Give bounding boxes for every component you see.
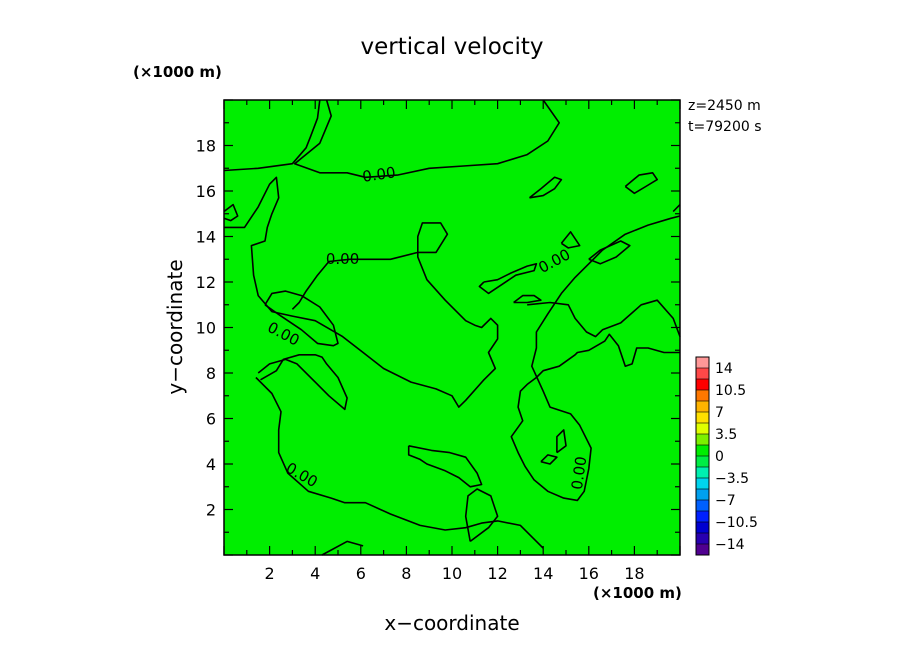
contour-line <box>529 176 563 199</box>
x-tick-label: 8 <box>401 564 411 583</box>
contour-line <box>588 240 631 265</box>
contour-label: 0.00 <box>568 455 590 491</box>
contour-line <box>510 215 681 502</box>
plot-area <box>224 100 680 555</box>
colorbar-legend: 14 10.5 7 3.5 0 −3.5 −7 −10.5 −14 <box>695 356 758 556</box>
y-tick-label: 12 <box>196 273 216 292</box>
contour-line <box>540 454 558 465</box>
plot-frame <box>223 99 681 556</box>
contour-line <box>478 263 538 295</box>
colorbar-swatch <box>696 434 709 445</box>
colorbar-swatch <box>696 412 709 423</box>
x-tick-label: 10 <box>442 564 462 583</box>
y-tick-label: 10 <box>196 319 216 338</box>
contour-label: 0.00 <box>326 250 359 268</box>
x-tick-label: 12 <box>487 564 507 583</box>
y-tick-label: 14 <box>196 228 216 247</box>
contour-line <box>257 354 348 411</box>
colorbar-label: 10.5 <box>715 383 746 399</box>
contour-line <box>224 176 499 408</box>
y-tick-label: 16 <box>196 182 216 201</box>
colorbar-swatch <box>696 467 709 478</box>
colorbar-swatch <box>696 379 709 390</box>
colorbar-swatch <box>696 456 709 467</box>
contour-lines <box>223 99 681 556</box>
contour-line <box>527 299 681 338</box>
colorbar-swatch <box>696 500 709 511</box>
contour-line <box>223 99 321 172</box>
colorbar-label: −7 <box>715 493 736 509</box>
y-axis-label: y−coordinate <box>163 259 187 394</box>
axis-ticks: 2 4 6 8 10 12 14 16 18 2 4 6 8 10 12 14 16 18 <box>196 99 681 583</box>
y-unit-label: (×1000 m) <box>133 63 222 81</box>
contour-line <box>321 540 364 556</box>
contour-line <box>464 488 499 543</box>
contour-line <box>293 99 560 179</box>
colorbar-label: 7 <box>715 405 724 421</box>
colorbar-label: 0 <box>715 449 724 465</box>
y-tick-label: 6 <box>206 410 216 429</box>
colorbar-swatch <box>696 390 709 401</box>
annotation-time: t=79200 s <box>688 119 762 135</box>
contour-line <box>672 204 681 213</box>
y-tick-label: 4 <box>206 455 216 474</box>
colorbar-swatch <box>696 401 709 412</box>
colorbar-swatch <box>696 445 709 456</box>
x-tick-label: 4 <box>310 564 320 583</box>
colorbar-swatch <box>696 522 709 533</box>
colorbar-swatch <box>696 423 709 434</box>
x-tick-label: 16 <box>579 564 599 583</box>
colorbar-swatch <box>696 489 709 500</box>
annotation-height: z=2450 m <box>688 98 761 114</box>
contour-label: 0.00 <box>361 163 397 185</box>
contour-line <box>223 203 239 222</box>
y-tick-label: 2 <box>206 501 216 520</box>
colorbar-swatch <box>696 478 709 489</box>
colorbar-swatch <box>696 533 709 544</box>
contour-line <box>255 376 544 549</box>
colorbar-label: 14 <box>715 361 733 377</box>
contour-line <box>407 445 483 488</box>
contour-line <box>513 294 542 304</box>
y-tick-label: 18 <box>196 137 216 156</box>
colorbar-label: −10.5 <box>715 515 758 531</box>
x-tick-label: 6 <box>356 564 366 583</box>
x-unit-label: (×1000 m) <box>593 584 682 602</box>
x-tick-label: 18 <box>624 564 644 583</box>
x-axis-label: x−coordinate <box>384 611 519 635</box>
colorbar-swatch <box>696 511 709 522</box>
contour-line <box>556 429 567 454</box>
contour-line <box>624 172 658 195</box>
x-tick-label: 2 <box>265 564 275 583</box>
colorbar-label: −14 <box>715 537 745 553</box>
y-tick-label: 8 <box>206 364 216 383</box>
contour-line <box>264 290 339 347</box>
colorbar-label: 3.5 <box>715 427 737 443</box>
chart-title: vertical velocity <box>361 34 544 60</box>
colorbar-swatch <box>696 368 709 379</box>
colorbar-swatch <box>696 544 709 555</box>
x-tick-label: 14 <box>533 564 553 583</box>
contour-line <box>560 231 581 249</box>
colorbar-label: −3.5 <box>715 471 749 487</box>
colorbar-swatch <box>696 357 709 368</box>
